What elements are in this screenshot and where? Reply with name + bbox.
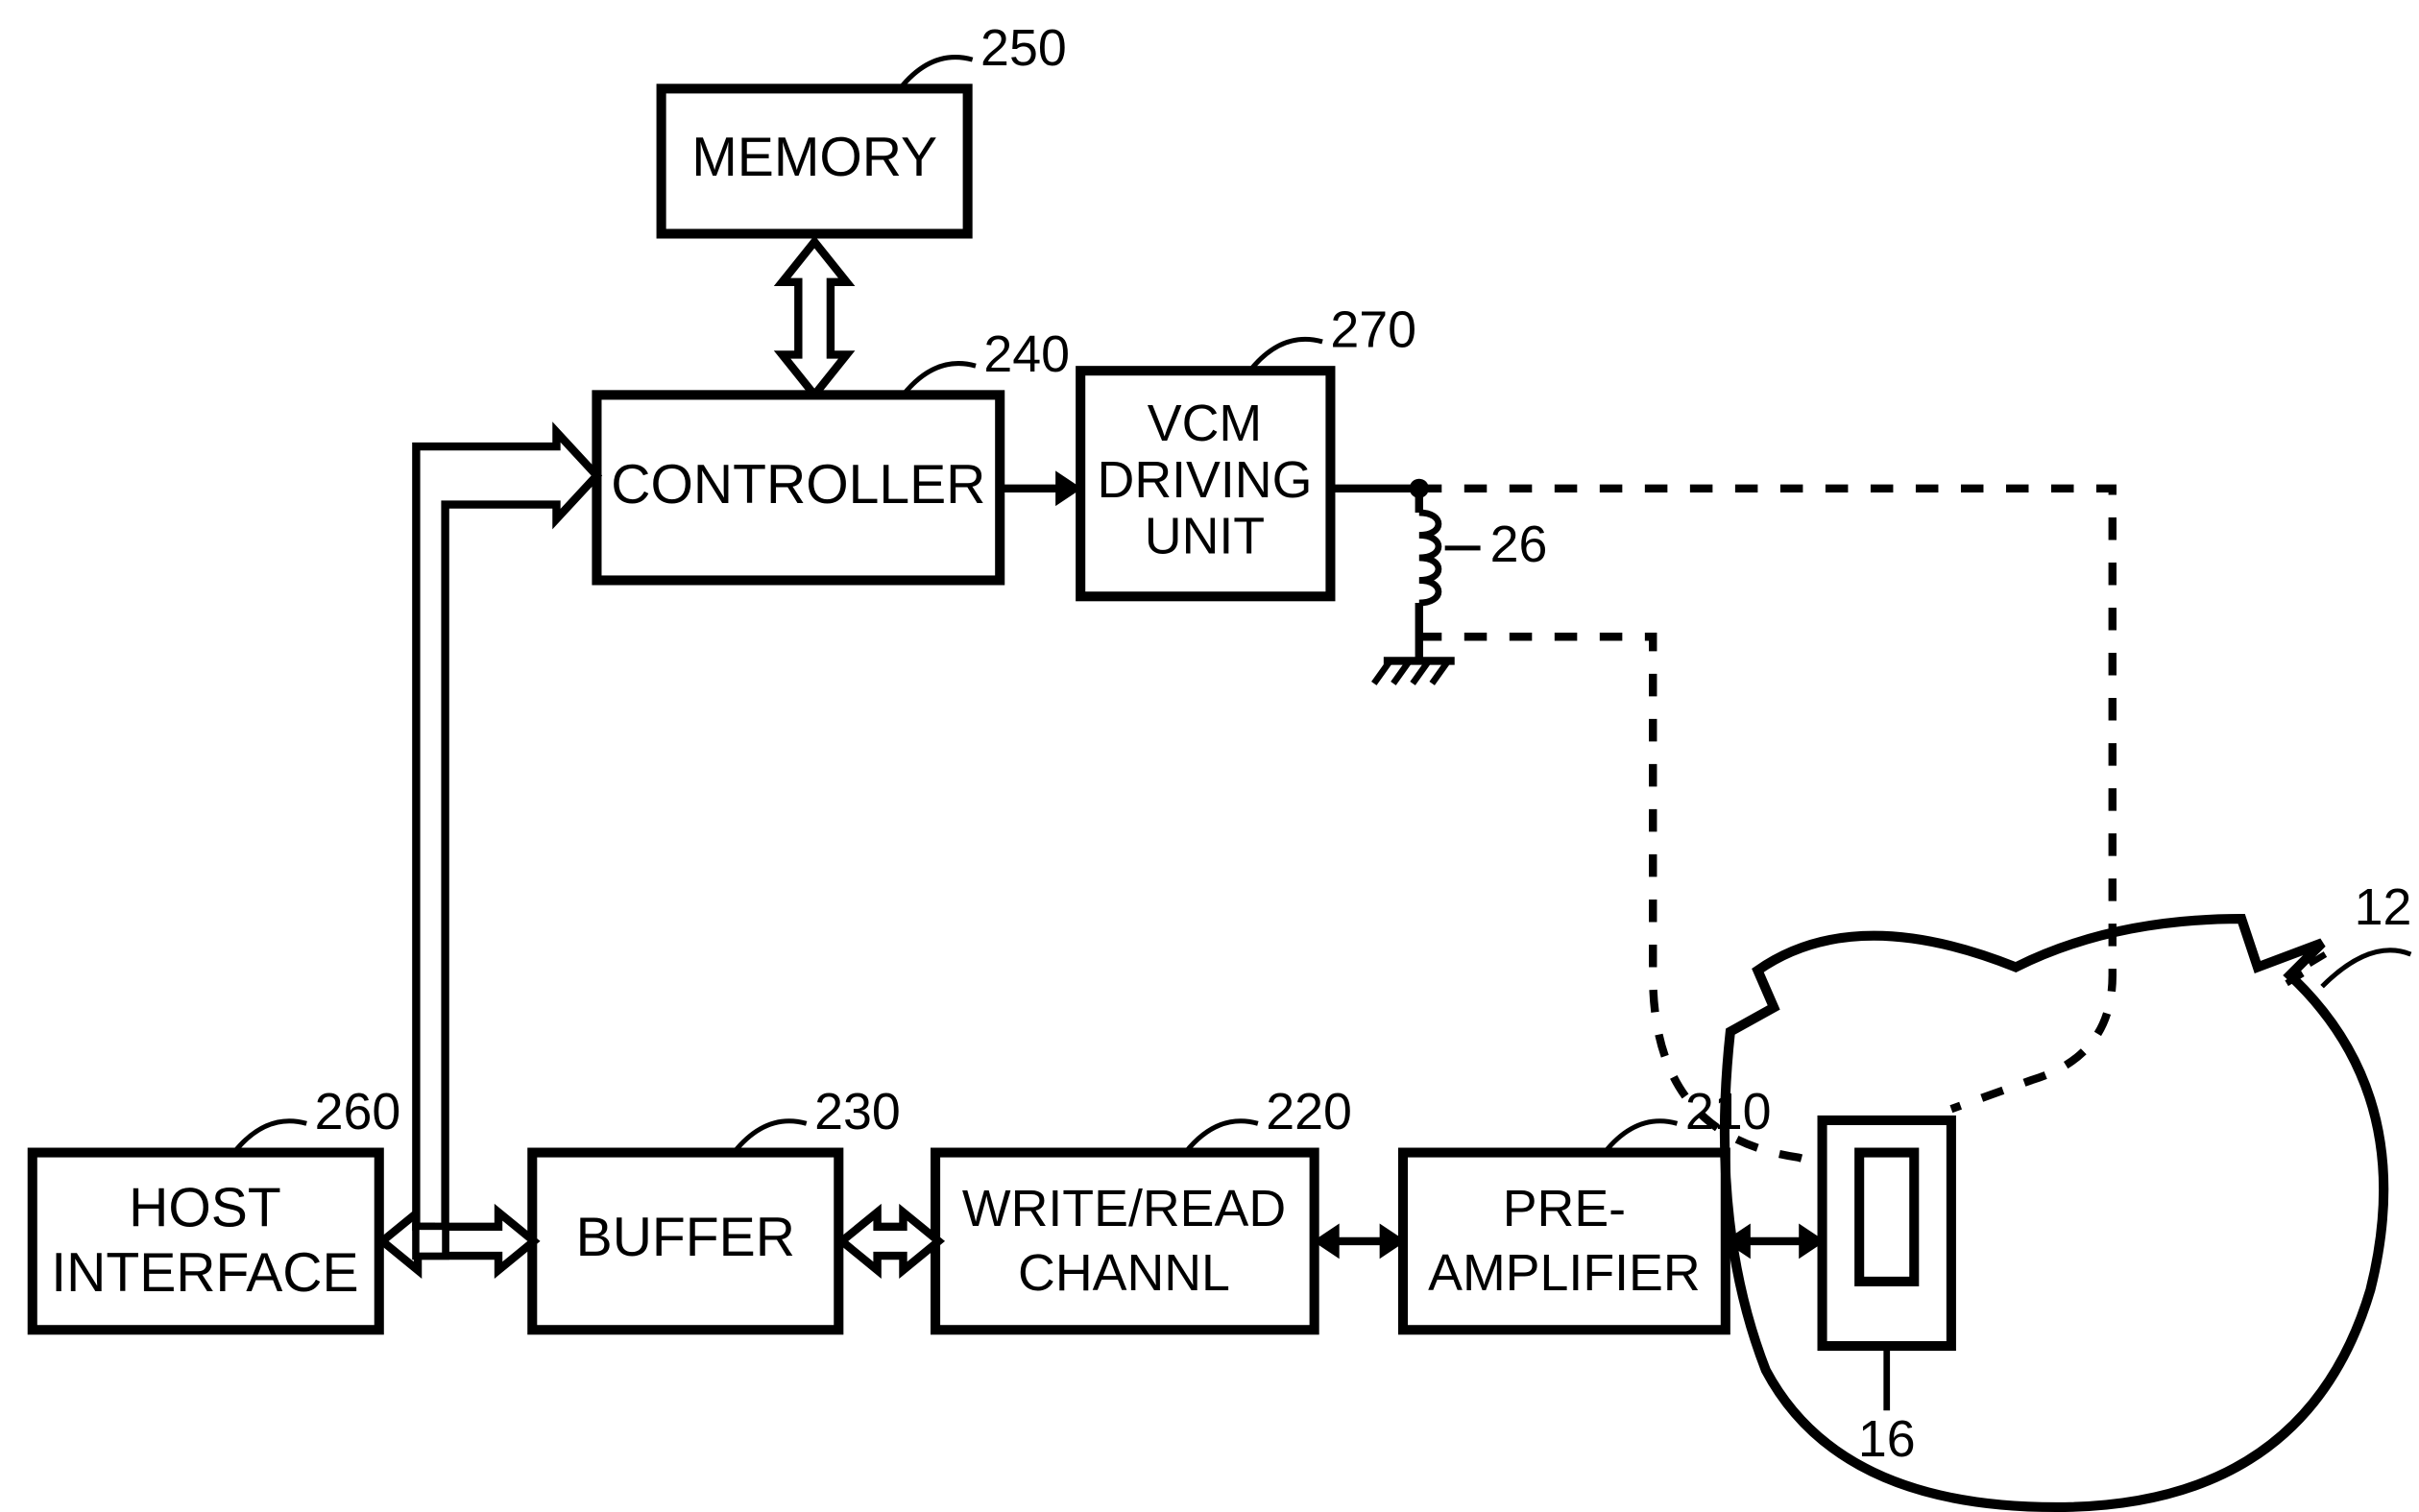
label-memory: MEMORY [691,127,937,188]
label-preamp-2: AMPLIFIER [1428,1244,1701,1302]
conn-controller-vcm [1000,472,1080,505]
label-wrch-1: WRITE/READ [962,1180,1286,1237]
label-vcm-1: VCM [1148,395,1262,452]
label-wrch-2: CHANNL [1018,1244,1230,1302]
label-vcm-2: DRIVING [1098,451,1313,509]
head-16: 16 [1823,1120,1951,1468]
block-host-interface: HOST INTERFACE 260 [33,1083,400,1330]
ref-head: 16 [1858,1410,1916,1468]
ref-wrch: 220 [1266,1083,1352,1140]
label-host-2: INTERFACE [51,1242,358,1304]
label-buffer: BUFFER [576,1207,795,1268]
block-write-read-channel: WRITE/READ CHANNL 220 [935,1083,1352,1330]
ref-host: 260 [315,1083,401,1140]
conn-memory-controller [783,242,847,396]
coil-26: 26 [1374,489,1548,684]
conn-preamp-head [1726,1225,1824,1258]
block-memory: MEMORY 250 [662,19,1067,234]
block-buffer: BUFFER 230 [532,1083,900,1330]
conn-tee-controller [416,432,596,1256]
conn-wrch-preamp [1315,1225,1405,1258]
conn-buffer-wrch [842,1212,939,1270]
ref-buffer: 230 [814,1083,901,1140]
ref-disk: 12 [2355,878,2412,936]
dashed-coil-to-head [1419,489,2113,1164]
label-host-1: HOST [129,1178,281,1239]
conn-host-buffer [382,1212,534,1270]
ref-coil: 26 [1490,516,1548,573]
ref-memory: 250 [980,19,1067,77]
ref-vcm: 270 [1330,301,1416,359]
block-preamplifier: PRE- AMPLIFIER 210 [1403,1083,1771,1330]
block-vcm: VCM DRIVING UNIT 270 [1080,301,1416,597]
label-controller: CONTROLLER [611,454,985,516]
ref-controller: 240 [983,325,1070,383]
label-vcm-3: UNIT [1145,508,1265,565]
label-preamp-1: PRE- [1503,1180,1626,1237]
block-diagram: MEMORY 250 CONTROLLER 240 VCM DRIVING UN… [0,0,2419,1512]
conn-vcm-coil [1330,479,1428,498]
